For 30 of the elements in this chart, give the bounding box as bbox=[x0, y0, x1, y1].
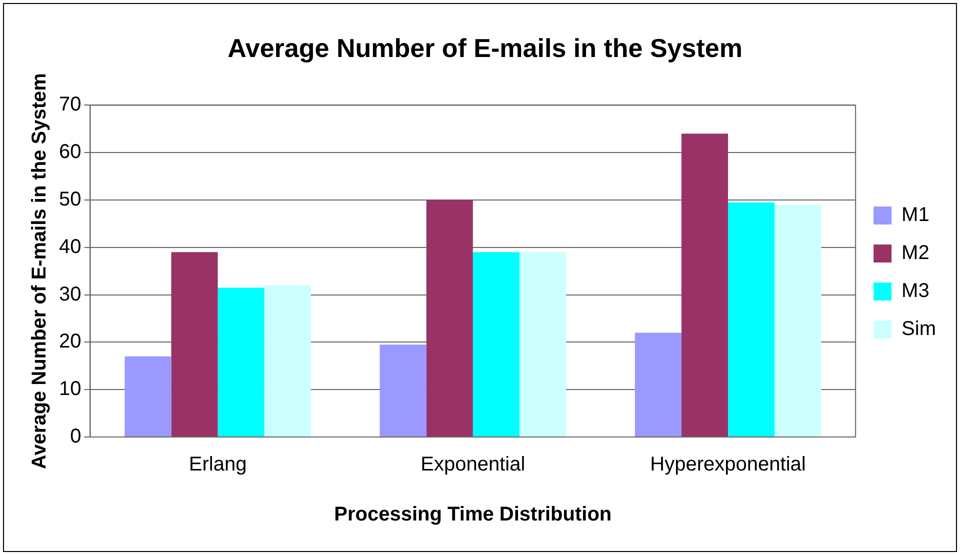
bar bbox=[380, 344, 426, 436]
legend-label: M2 bbox=[902, 242, 930, 264]
bar bbox=[519, 252, 566, 436]
bar bbox=[681, 134, 728, 436]
legend-label: M3 bbox=[902, 280, 930, 302]
bar bbox=[728, 202, 775, 436]
bar bbox=[124, 356, 172, 436]
bar bbox=[264, 285, 311, 436]
bar bbox=[218, 288, 264, 436]
legend-label: Sim bbox=[902, 318, 936, 340]
chart-title: Average Number of E-mails in the System bbox=[228, 32, 742, 63]
legend-label: M1 bbox=[902, 204, 930, 226]
bar bbox=[472, 252, 520, 436]
y-tick-label: 0 bbox=[70, 426, 82, 448]
x-tick-label: Exponential bbox=[420, 454, 526, 476]
y-tick-label: 60 bbox=[58, 141, 82, 164]
y-tick-label: 20 bbox=[58, 330, 82, 353]
x-axis-title: Processing Time Distribution bbox=[334, 504, 612, 526]
bar bbox=[171, 252, 218, 436]
y-axis-title: Average Number of E-mails in the System bbox=[28, 73, 51, 470]
x-tick-label: Erlang bbox=[188, 454, 247, 476]
bar bbox=[774, 204, 822, 436]
y-tick-label: 10 bbox=[58, 378, 82, 400]
bar bbox=[634, 332, 682, 436]
y-tick-label: 50 bbox=[58, 188, 82, 211]
y-tick-label: 30 bbox=[58, 283, 82, 306]
bar bbox=[426, 200, 473, 436]
x-tick-label: Hyperexponential bbox=[650, 454, 806, 476]
y-tick-label: 40 bbox=[58, 236, 82, 258]
y-tick-label: 70 bbox=[58, 94, 82, 116]
